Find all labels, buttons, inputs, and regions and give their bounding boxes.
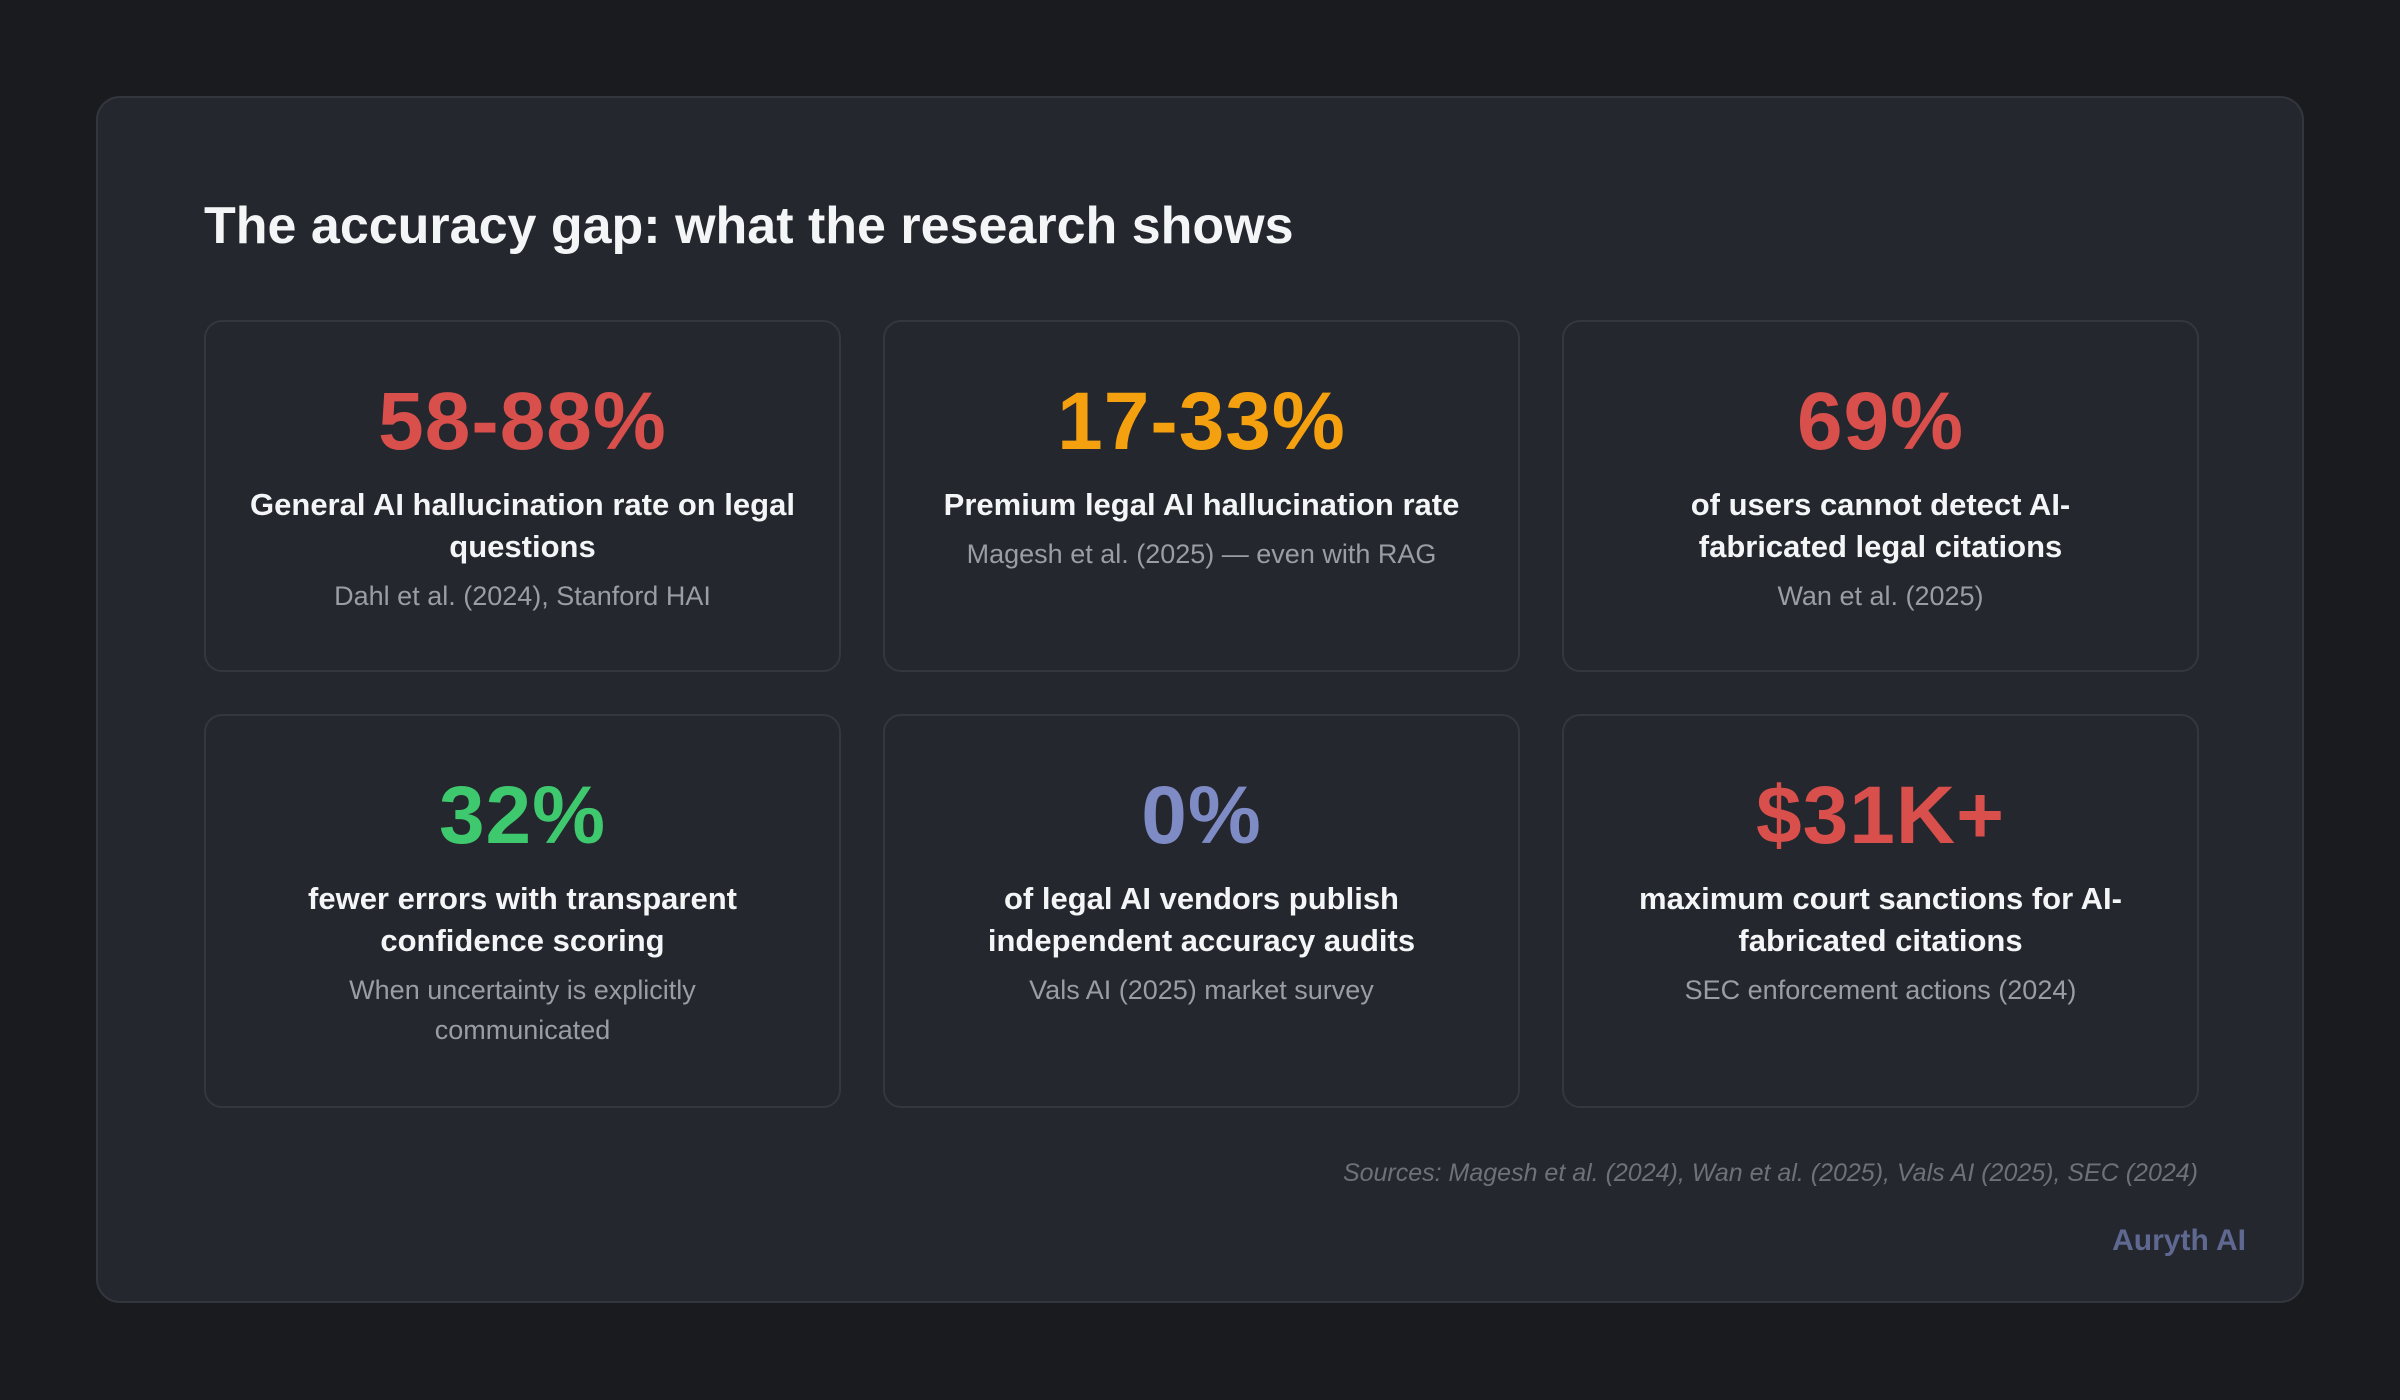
stat-value: 0% xyxy=(1141,770,1262,861)
stat-source: Vals AI (2025) market survey xyxy=(1029,975,1374,1005)
stat-value: 58-88% xyxy=(378,376,667,467)
stat-value: 32% xyxy=(438,770,607,861)
stats-grid: 58-88% General AI hallucination rate on l… xyxy=(204,320,2200,1108)
stats-panel: The accuracy gap: what the research show… xyxy=(96,96,2304,1303)
stat-source: When uncertainty is explicitly communica… xyxy=(349,975,696,1045)
stat-card: 0% of legal AI vendors publish independen… xyxy=(883,714,1520,1108)
stat-card: 58-88% General AI hallucination rate on l… xyxy=(204,320,841,672)
stat-card: 17-33% Premium legal AI hallucination rat… xyxy=(883,320,1520,672)
stat-card: 69% of users cannot detect AI-fabricated … xyxy=(1562,320,2199,672)
page-title: The accuracy gap: what the research show… xyxy=(204,197,1294,255)
sources-note: Sources: Magesh et al. (2024), Wan et al… xyxy=(1342,1159,2198,1187)
stat-source: Wan et al. (2025) xyxy=(1777,581,1984,611)
stat-label: of legal AI vendors publish independent … xyxy=(987,881,1416,958)
stat-label: General AI hallucination rate on legal q… xyxy=(250,487,795,564)
stat-value: $31K+ xyxy=(1756,770,2005,861)
stat-value: 17-33% xyxy=(1057,376,1346,467)
stat-label: Premium legal AI hallucination rate xyxy=(943,487,1460,522)
stat-card: 32% fewer errors with transparent confide… xyxy=(204,714,841,1108)
stat-source: Magesh et al. (2025) — even with RAG xyxy=(966,539,1437,569)
stat-label: fewer errors with transparent confidence… xyxy=(308,881,737,958)
stat-label: of users cannot detect AI-fabricated leg… xyxy=(1690,487,2071,564)
stat-card: $31K+ maximum court sanctions for AI-fabr… xyxy=(1562,714,2199,1108)
stat-source: SEC enforcement actions (2024) xyxy=(1684,975,2077,1005)
stat-label: maximum court sanctions for AI-fabricate… xyxy=(1639,881,2122,958)
stat-value: 69% xyxy=(1796,376,1965,467)
brand-logo: Auryth AI xyxy=(2112,1224,2246,1257)
stat-source: Dahl et al. (2024), Stanford HAI xyxy=(334,581,711,611)
